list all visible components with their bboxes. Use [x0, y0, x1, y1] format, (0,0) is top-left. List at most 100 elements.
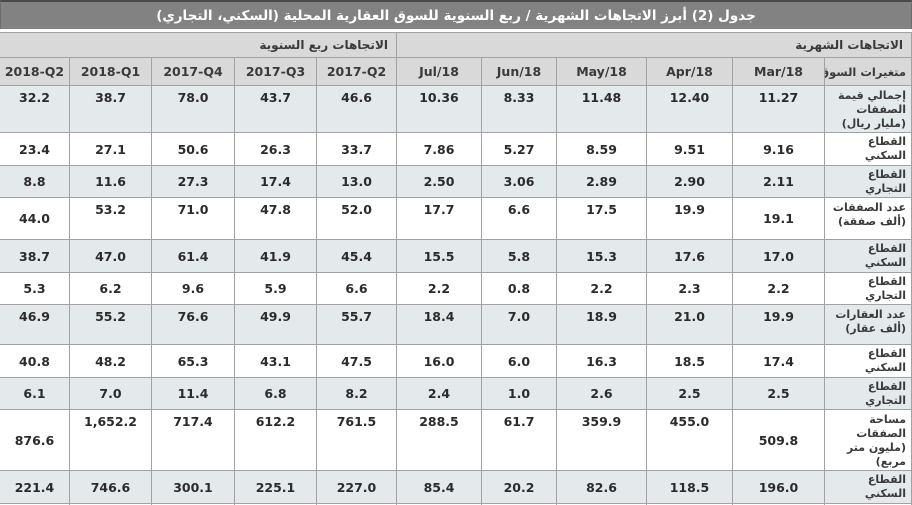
value-cell: 41.9 — [234, 239, 317, 273]
trends-table: الاتجاهات الشهرية الاتجاهات ربع السنوية … — [0, 32, 912, 505]
value-cell: 2.50 — [396, 164, 482, 199]
value-cell: 288.5 — [396, 409, 482, 472]
value-cell: 19.1 — [732, 197, 825, 241]
row-label: القطاع السكني — [824, 239, 912, 273]
row-label: مساحة الصفقات (مليون متر مربع) — [824, 409, 912, 472]
value-cell: 5.8 — [481, 239, 557, 273]
value-cell: 300.1 — [151, 470, 235, 504]
value-cell: 61.4 — [151, 239, 235, 273]
column-header-jul18: Jul/18 — [396, 57, 482, 86]
value-cell: 44.0 — [0, 197, 71, 241]
value-cell: 8.2 — [316, 376, 397, 411]
value-cell: 53.2 — [69, 197, 152, 241]
row-label: القطاع السكني — [824, 470, 912, 504]
column-header-2018q1: 2018-Q1 — [69, 57, 152, 86]
quarterly-trends-group-header: الاتجاهات ربع السنوية — [0, 32, 398, 58]
value-cell: 203.1 — [396, 502, 482, 505]
group-header-row: الاتجاهات الشهرية الاتجاهات ربع السنوية — [0, 32, 912, 58]
value-cell: 17.7 — [396, 197, 482, 241]
value-cell: 2.5 — [732, 376, 825, 411]
value-cell: 221.4 — [0, 470, 71, 504]
value-cell: 20.2 — [481, 470, 557, 504]
value-cell: 10.36 — [396, 84, 482, 134]
value-cell: 32.2 — [0, 84, 71, 134]
value-cell: 225.1 — [234, 470, 317, 504]
value-cell: 8.59 — [556, 132, 647, 166]
value-cell: 7.0 — [481, 304, 557, 346]
value-cell: 2.89 — [556, 164, 647, 199]
value-cell: 61.7 — [481, 409, 557, 472]
value-cell: 118.5 — [646, 470, 733, 504]
value-cell: 15.5 — [396, 239, 482, 273]
value-cell: 717.4 — [151, 409, 235, 472]
value-cell: 9.16 — [732, 132, 825, 166]
value-cell: 417.3 — [151, 502, 235, 505]
value-cell: 27.1 — [69, 132, 152, 166]
value-cell: 5.9 — [234, 271, 317, 306]
value-cell: 49.9 — [234, 304, 317, 346]
table-row: القطاع التجاري313.8336.4277.341.5203.153… — [0, 502, 912, 505]
row-label: القطاع التجاري — [824, 271, 912, 306]
column-header-mar18: Mar/18 — [732, 57, 825, 86]
table-row: عدد العقارات (ألف عقار) 19.9 21.0 18.9 7.0 18… — [0, 304, 912, 346]
value-cell: 509.8 — [732, 409, 825, 472]
value-cell: 21.0 — [646, 304, 733, 346]
value-cell: 82.6 — [556, 470, 647, 504]
table-row: القطاع السكني 9.16 9.51 8.59 5.27 7.86 33.7 26.… — [0, 132, 912, 166]
value-cell: 55.7 — [316, 304, 397, 346]
row-label: القطاع التجاري — [824, 376, 912, 411]
value-cell: 336.4 — [646, 502, 733, 505]
value-cell: 761.5 — [316, 409, 397, 472]
value-cell: 23.4 — [0, 132, 71, 166]
column-header-2017q3: 2017-Q3 — [234, 57, 317, 86]
row-label: القطاع السكني — [824, 132, 912, 166]
row-label: القطاع التجاري — [824, 502, 912, 505]
value-cell: 19.9 — [646, 197, 733, 241]
value-cell: 0.8 — [481, 271, 557, 306]
value-cell: 5.27 — [481, 132, 557, 166]
value-cell: 359.9 — [556, 409, 647, 472]
value-cell: 43.1 — [234, 344, 317, 378]
column-header-2018q2: 2018-Q2 — [0, 57, 71, 86]
table-row: القطاع التجاري 2.5 2.5 2.6 1.0 2.4 8.2 6.8 11.4 7… — [0, 376, 912, 411]
value-cell: 2.11 — [732, 164, 825, 199]
value-cell: 196.0 — [732, 470, 825, 504]
value-cell: 38.7 — [0, 239, 71, 273]
table-row: عدد الصفقات (ألف صفقة) 19.1 19.9 17.5 6.6 17.… — [0, 197, 912, 241]
value-cell: 71.0 — [151, 197, 235, 241]
monthly-trends-group-header: الاتجاهات الشهرية — [396, 32, 912, 58]
value-cell: 534.5 — [316, 502, 397, 505]
value-cell: 17.4 — [234, 164, 317, 199]
value-cell: 16.3 — [556, 344, 647, 378]
value-cell: 277.3 — [556, 502, 647, 505]
column-header-may18: May/18 — [556, 57, 647, 86]
value-cell: 387.0 — [234, 502, 317, 505]
value-cell: 15.3 — [556, 239, 647, 273]
value-cell: 17.0 — [732, 239, 825, 273]
table-row: القطاع السكني 196.0 118.5 82.6 20.2 85.4 227.0… — [0, 470, 912, 504]
column-header-2017q2: 2017-Q2 — [316, 57, 397, 86]
value-cell: 2.90 — [646, 164, 733, 199]
value-cell: 2.2 — [396, 271, 482, 306]
value-cell: 6.1 — [0, 376, 71, 411]
value-cell: 2.3 — [646, 271, 733, 306]
row-label: إجمالي قيمة الصفقات (مليار ريال) — [824, 84, 912, 134]
row-label: القطاع السكني — [824, 344, 912, 378]
value-cell: 16.0 — [396, 344, 482, 378]
value-cell: 905.6 — [69, 502, 152, 505]
value-cell: 47.0 — [69, 239, 152, 273]
value-cell: 27.3 — [151, 164, 235, 199]
value-cell: 17.6 — [646, 239, 733, 273]
value-cell: 876.6 — [0, 409, 71, 472]
value-cell: 18.9 — [556, 304, 647, 346]
value-cell: 2.5 — [646, 376, 733, 411]
value-cell: 11.48 — [556, 84, 647, 134]
value-cell: 2.4 — [396, 376, 482, 411]
value-cell: 746.6 — [69, 470, 152, 504]
value-cell: 6.6 — [481, 197, 557, 241]
value-cell: 9.51 — [646, 132, 733, 166]
value-cell: 45.4 — [316, 239, 397, 273]
value-cell: 227.0 — [316, 470, 397, 504]
value-cell: 47.5 — [316, 344, 397, 378]
table-row: القطاع السكني 17.4 18.5 16.3 6.0 16.0 47.5 43.1… — [0, 344, 912, 378]
